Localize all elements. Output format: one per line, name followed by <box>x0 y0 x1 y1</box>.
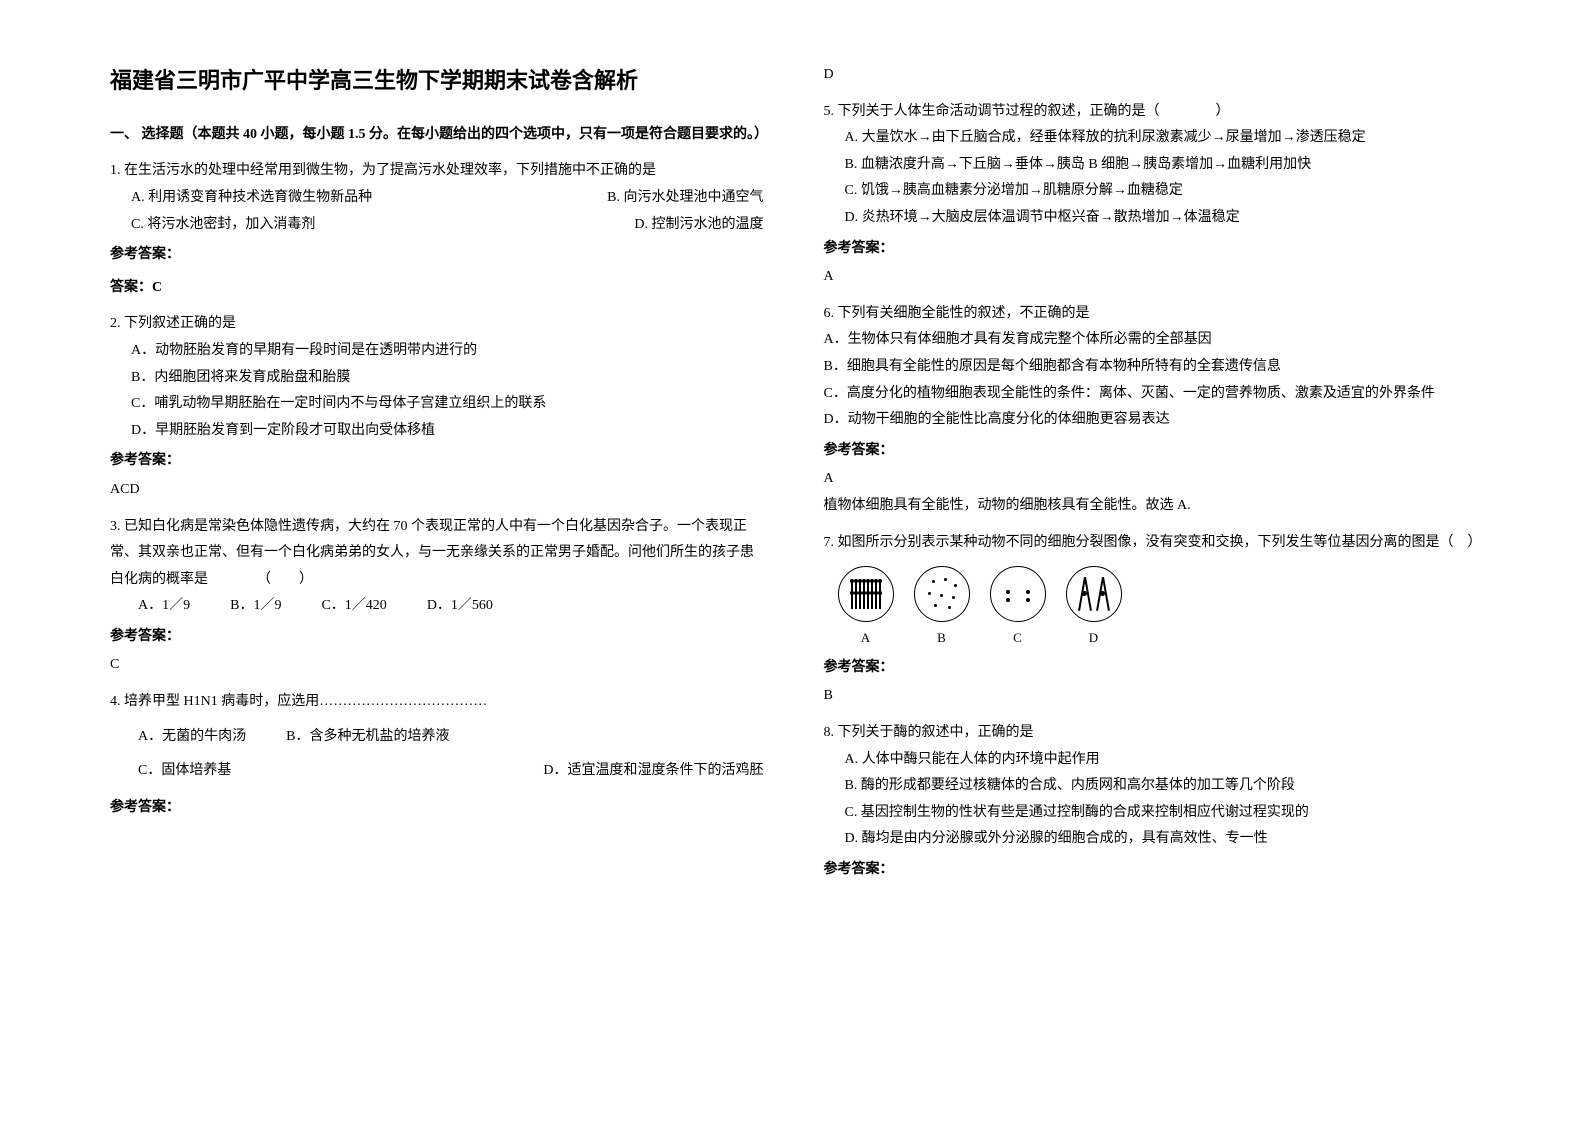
q3-opt-a: A．1／9 <box>138 593 190 620</box>
q2-stem: 2. 下列叙述正确的是 <box>110 311 764 338</box>
q3-stem: 3. 已知白化病是常染色体隐性遗传病，大约在 70 个表现正常的人中有一个白化基… <box>110 514 764 594</box>
q1-opt-a: A. 利用诱变育种技术选育微生物新品种 <box>110 185 607 212</box>
cell-b-label: B <box>914 626 970 651</box>
q6-opt-b: B．细胞具有全能性的原因是每个细胞都含有本物种所特有的全套遗传信息 <box>824 354 1478 381</box>
section-1-heading: 一、 选择题（本题共 40 小题，每小题 1.5 分。在每小题给出的四个选项中，… <box>110 122 764 149</box>
q4-opt-c: C．固体培养基 <box>110 758 543 785</box>
question-6: 6. 下列有关细胞全能性的叙述，不正确的是 A．生物体只有体细胞才具有发育成完整… <box>824 301 1478 520</box>
q8-stem: 8. 下列关于酶的叙述中，正确的是 <box>824 720 1478 747</box>
q1-stem: 1. 在生活污水的处理中经常用到微生物，为了提高污水处理效率，下列措施中不正确的… <box>110 158 764 185</box>
q6-stem: 6. 下列有关细胞全能性的叙述，不正确的是 <box>824 301 1478 328</box>
q5-opt-c: C. 饥饿→胰高血糖素分泌增加→肌糖原分解→血糖稳定 <box>824 178 1478 205</box>
q2-opt-d: D．早期胚胎发育到一定阶段才可取出向受体移植 <box>110 418 764 445</box>
q7-answer: B <box>824 683 1478 710</box>
cell-d-label: D <box>1066 626 1122 651</box>
q5-opt-a: A. 大量饮水→由下丘脑合成，经垂体释放的抗利尿激素减少→尿量增加→渗透压稳定 <box>824 125 1478 152</box>
q3-opt-c: C．1／420 <box>321 593 386 620</box>
question-8: 8. 下列关于酶的叙述中，正确的是 A. 人体中酶只能在人体的内环境中起作用 B… <box>824 720 1478 884</box>
q8-opt-b: B. 酶的形成都要经过核糖体的合成、内质网和高尔基体的加工等几个阶段 <box>824 773 1478 800</box>
q8-answer-label: 参考答案： <box>824 857 1478 884</box>
q6-answer: A <box>824 466 1478 493</box>
q2-opt-c: C．哺乳动物早期胚胎在一定时间内不与母体子宫建立组织上的联系 <box>110 391 764 418</box>
q1-opt-b-partial: B. 向污水处理池中通空气 <box>607 185 763 212</box>
q2-answer: ACD <box>110 477 764 504</box>
q5-opt-b: B. 血糖浓度升高→下丘脑→垂体→胰岛 B 细胞→胰岛素增加→血糖利用加快 <box>824 152 1478 179</box>
q4-opt-b: B．含多种无机盐的培养液 <box>286 724 449 751</box>
q5-stem: 5. 下列关于人体生命活动调节过程的叙述，正确的是（ ） <box>824 99 1478 126</box>
cell-a-label: A <box>838 626 894 651</box>
q1-opt-c: C. 将污水池密封，加入消毒剂 <box>110 212 634 239</box>
q2-answer-label: 参考答案： <box>110 448 764 475</box>
q5-answer-label: 参考答案： <box>824 236 1478 263</box>
q6-opt-c: C．高度分化的植物细胞表现全能性的条件：离体、灭菌、一定的营养物质、激素及适宜的… <box>824 381 1478 408</box>
q7-stem: 7. 如图所示分别表示某种动物不同的细胞分裂图像，没有突变和交换，下列发生等位基… <box>824 530 1478 557</box>
q2-opt-a: A．动物胚胎发育的早期有一段时间是在透明带内进行的 <box>110 338 764 365</box>
cell-c-label: C <box>990 626 1046 651</box>
question-1: 1. 在生活污水的处理中经常用到微生物，为了提高污水处理效率，下列措施中不正确的… <box>110 158 764 301</box>
question-3: 3. 已知白化病是常染色体隐性遗传病，大约在 70 个表现正常的人中有一个白化基… <box>110 514 764 680</box>
cell-d-icon <box>1066 566 1122 622</box>
q4-stem: 4. 培养甲型 H1N1 病毒时，应选用……………………………… <box>110 689 764 716</box>
q7-figure: A B <box>824 566 1478 651</box>
q3-opt-b: B．1／9 <box>230 593 281 620</box>
question-4: 4. 培养甲型 H1N1 病毒时，应选用……………………………… A．无菌的牛肉… <box>110 689 764 821</box>
q6-explain: 植物体细胞具有全能性，动物的细胞核具有全能性。故选 A. <box>824 493 1478 520</box>
q8-opt-a: A. 人体中酶只能在人体的内环境中起作用 <box>824 747 1478 774</box>
q2-opt-b: B．内细胞团将来发育成胎盘和胎膜 <box>110 365 764 392</box>
q3-opt-d: D．1／560 <box>427 593 493 620</box>
q3-answer: C <box>110 652 764 679</box>
q6-opt-d: D．动物干细胞的全能性比高度分化的体细胞更容易表达 <box>824 407 1478 434</box>
q4-opt-a: A．无菌的牛肉汤 <box>138 724 246 751</box>
q6-answer-label: 参考答案： <box>824 438 1478 465</box>
question-2: 2. 下列叙述正确的是 A．动物胚胎发育的早期有一段时间是在透明带内进行的 B．… <box>110 311 764 503</box>
q4-opt-d-partial: D．适宜温度和湿度条件下的活鸡胚 <box>543 758 763 785</box>
q4-answer: D <box>824 62 1478 89</box>
cell-c-icon <box>990 566 1046 622</box>
q7-answer-label: 参考答案： <box>824 655 1478 682</box>
q1-opt-d-partial: D. 控制污水池的温度 <box>634 212 763 239</box>
q5-answer: A <box>824 264 1478 291</box>
q3-answer-label: 参考答案： <box>110 624 764 651</box>
question-5: 5. 下列关于人体生命活动调节过程的叙述，正确的是（ ） A. 大量饮水→由下丘… <box>824 99 1478 291</box>
cell-b-icon <box>914 566 970 622</box>
q6-opt-a: A．生物体只有体细胞才具有发育成完整个体所必需的全部基因 <box>824 327 1478 354</box>
question-7: 7. 如图所示分别表示某种动物不同的细胞分裂图像，没有突变和交换，下列发生等位基… <box>824 530 1478 710</box>
q5-opt-d: D. 炎热环境→大脑皮层体温调节中枢兴奋→散热增加→体温稳定 <box>824 205 1478 232</box>
q1-answer-label: 参考答案： <box>110 242 764 269</box>
q8-opt-d: D. 酶均是由内分泌腺或外分泌腺的细胞合成的，具有高效性、专一性 <box>824 826 1478 853</box>
cell-a-icon <box>838 566 894 622</box>
page-title: 福建省三明市广平中学高三生物下学期期末试卷含解析 <box>110 60 764 102</box>
q1-answer: 答案：C <box>110 275 764 302</box>
q4-answer-label: 参考答案： <box>110 795 764 822</box>
q8-opt-c: C. 基因控制生物的性状有些是通过控制酶的合成来控制相应代谢过程实现的 <box>824 800 1478 827</box>
